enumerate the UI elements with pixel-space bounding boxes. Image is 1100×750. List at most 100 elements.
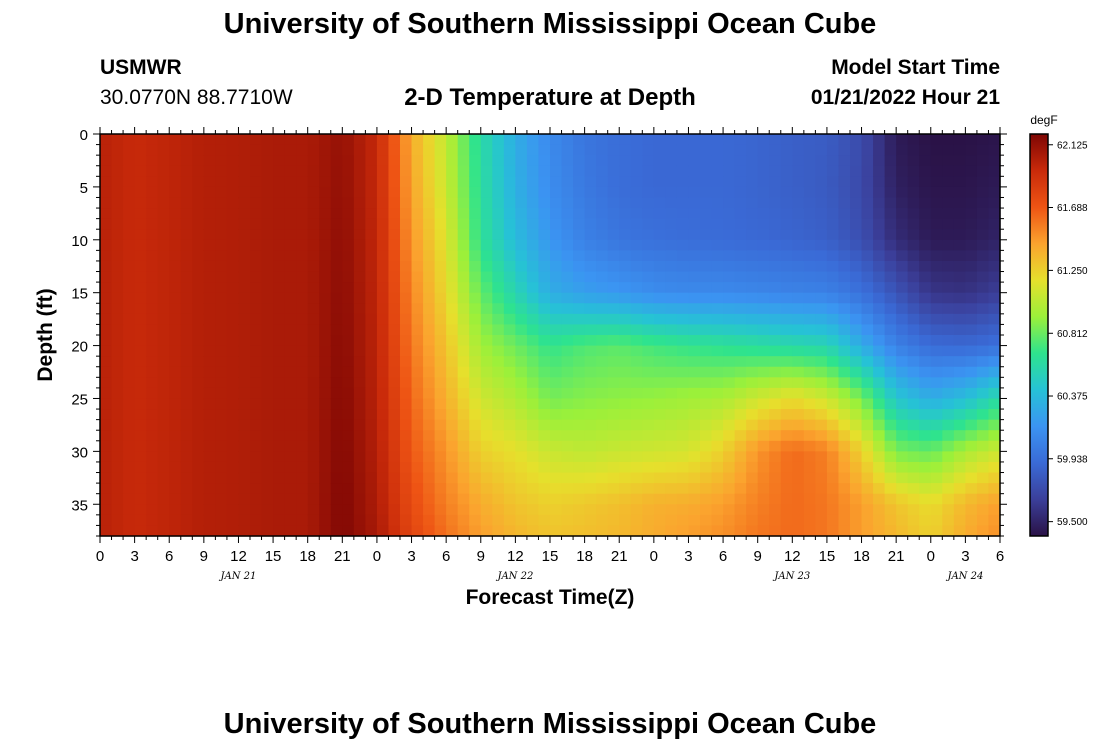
heatmap-cell [146,366,159,378]
heatmap-cell [619,303,632,315]
heatmap-cell [769,239,782,251]
heatmap-cell [676,356,690,368]
heatmap-cell [815,165,828,177]
heatmap-cell [353,356,366,368]
heatmap-cell [284,313,297,326]
heatmap-cell [192,324,205,336]
heatmap-cell [134,197,147,209]
heatmap-cell [930,282,943,294]
heatmap-cell [676,260,690,273]
heatmap-cell [873,165,886,177]
heatmap-cell [873,409,886,421]
heatmap-cell [861,504,874,516]
heatmap-cell [111,483,124,495]
heatmap-cell [815,197,828,209]
heatmap-cell [642,144,655,156]
heatmap-cell [688,218,701,230]
heatmap-cell [388,472,401,484]
heatmap-cell [515,419,528,431]
heatmap-cell [111,514,124,527]
heatmap-cell [492,324,505,336]
heatmap-cell [134,260,147,273]
heatmap-cell [769,409,782,421]
heatmap-cell [711,155,724,167]
heatmap-cell [250,504,263,516]
heatmap-cell [100,271,113,283]
heatmap-cell [203,144,216,156]
heatmap-cell [815,493,828,505]
heatmap-cell [826,260,840,273]
heatmap-cell [642,229,655,241]
heatmap-cell [273,218,286,230]
heatmap-cell [734,409,747,421]
heatmap-cell [307,525,320,537]
heatmap-cell [780,335,793,347]
heatmap-cell [561,451,574,463]
heatmap-cell [146,218,159,230]
heatmap-cell [815,345,828,357]
heatmap-cell [296,165,309,177]
heatmap-cell [642,345,655,357]
heatmap-cell [273,186,286,199]
heatmap-cell [100,387,113,400]
heatmap-cell [723,335,736,347]
heatmap-cell [365,430,378,442]
heatmap-cell [607,239,620,251]
heatmap-cell [653,197,666,209]
heatmap-cell [342,461,355,474]
heatmap-cell [203,493,216,505]
heatmap-cell [884,356,897,368]
heatmap-cell [365,292,378,304]
heatmap-cell [307,504,320,516]
heatmap-cell [123,229,136,241]
heatmap-cell [619,176,632,188]
heatmap-cell [111,419,124,431]
heatmap-cell [434,377,447,389]
heatmap-cell [180,409,193,421]
heatmap-cell [261,250,274,262]
y-tick-label: 10 [71,233,88,250]
heatmap-cell [976,387,990,400]
heatmap-cell [769,472,782,484]
heatmap-cell [526,324,540,336]
heatmap-cell [146,483,159,495]
heatmap-cell [746,282,759,294]
heatmap-cell [942,345,955,357]
heatmap-cell [976,186,990,199]
heatmap-cell [815,260,828,273]
heatmap-cell [411,398,424,410]
heatmap-cell [330,356,343,368]
heatmap-cell [469,271,482,283]
heatmap-cell [353,483,366,495]
heatmap-cell [838,514,851,527]
heatmap-cell [642,271,655,283]
heatmap-cell [203,197,216,209]
heatmap-cell [642,292,655,304]
heatmap-cell [723,345,736,357]
heatmap-cell [826,504,840,516]
heatmap-cell [550,409,563,421]
heatmap-cell [192,186,205,199]
heatmap-cell [226,430,240,442]
heatmap-cell [411,144,424,156]
heatmap-cell [953,419,966,431]
heatmap-cell [457,335,470,347]
y-tick-label: 25 [71,391,88,408]
heatmap-cell [284,472,297,484]
heatmap-cell [330,176,343,188]
heatmap-cell [988,409,1001,421]
heatmap-cell [538,335,551,347]
heatmap-cell [930,176,943,188]
heatmap-cell [203,398,216,410]
heatmap-cell [850,292,863,304]
heatmap-cell [469,229,482,241]
heatmap-cell [896,155,909,167]
heatmap-cell [296,409,309,421]
heatmap-cell [700,440,713,452]
heatmap-cell [884,525,897,537]
heatmap-cell [342,483,355,495]
heatmap-cell [469,387,482,400]
heatmap-cell [619,493,632,505]
heatmap-cell [919,461,932,474]
